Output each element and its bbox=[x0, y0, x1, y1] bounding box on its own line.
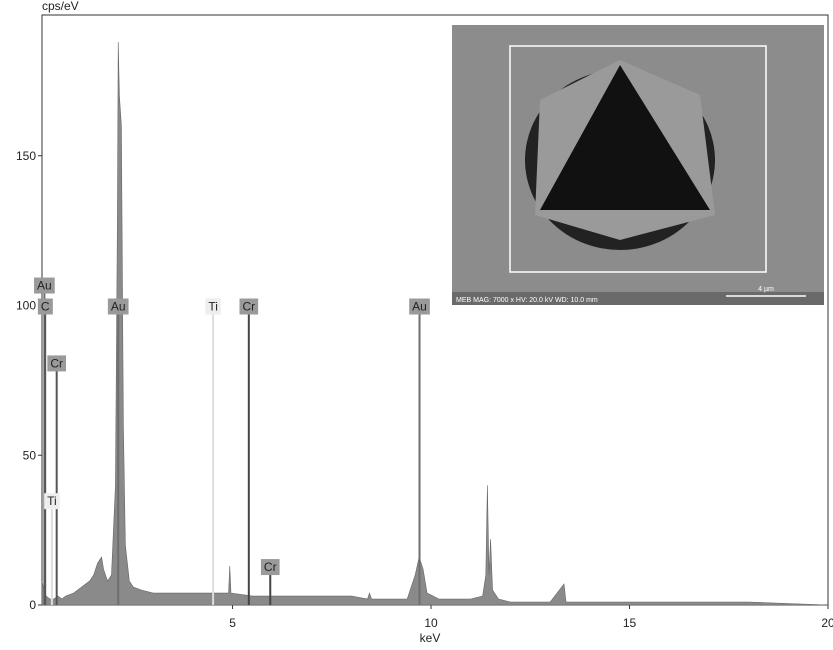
peak-label-box bbox=[205, 298, 221, 315]
x-tick-label: 15 bbox=[623, 616, 637, 630]
indent-center bbox=[540, 65, 710, 210]
peak-label: Au bbox=[111, 300, 126, 314]
y-tick-label: 100 bbox=[16, 299, 36, 313]
y-tick-label: 0 bbox=[29, 598, 36, 612]
x-axis-label: keV bbox=[420, 631, 441, 645]
peak-label-box bbox=[409, 298, 430, 315]
peak-label-box bbox=[239, 298, 259, 315]
x-tick-label: 10 bbox=[424, 616, 438, 630]
peak-label: Ti bbox=[208, 300, 218, 314]
peak-label: Cr bbox=[264, 560, 277, 574]
selection-frame bbox=[509, 45, 767, 273]
peak-label: C bbox=[41, 300, 50, 314]
spectrum bbox=[41, 41, 829, 606]
peak-label-box bbox=[47, 355, 67, 372]
y-tick-label: 150 bbox=[16, 149, 36, 163]
peak-label-box bbox=[37, 298, 53, 315]
scale-label: 4 µm bbox=[758, 286, 774, 293]
peak-label: Au bbox=[412, 300, 427, 314]
peak-label: Ti bbox=[47, 494, 57, 508]
y-tick-label: 50 bbox=[23, 448, 37, 462]
peak-label-box bbox=[260, 559, 280, 576]
peak-label: Cr bbox=[242, 300, 255, 314]
peak-label: Au bbox=[37, 279, 52, 293]
peak-label-box bbox=[34, 277, 55, 294]
x-tick-label: 5 bbox=[229, 616, 236, 630]
peak-label-box bbox=[44, 493, 60, 510]
y-axis-label: cps/eV bbox=[42, 0, 79, 13]
sem-image: MEB MAG: 7000 x HV: 20.0 kV WD: 10.0 mm … bbox=[452, 25, 824, 305]
x-tick-label: 20 bbox=[821, 616, 833, 630]
image-caption: MEB MAG: 7000 x HV: 20.0 kV WD: 10.0 mm bbox=[456, 297, 598, 304]
peak-label: Cr bbox=[50, 356, 63, 370]
peak-label-box bbox=[107, 298, 129, 315]
